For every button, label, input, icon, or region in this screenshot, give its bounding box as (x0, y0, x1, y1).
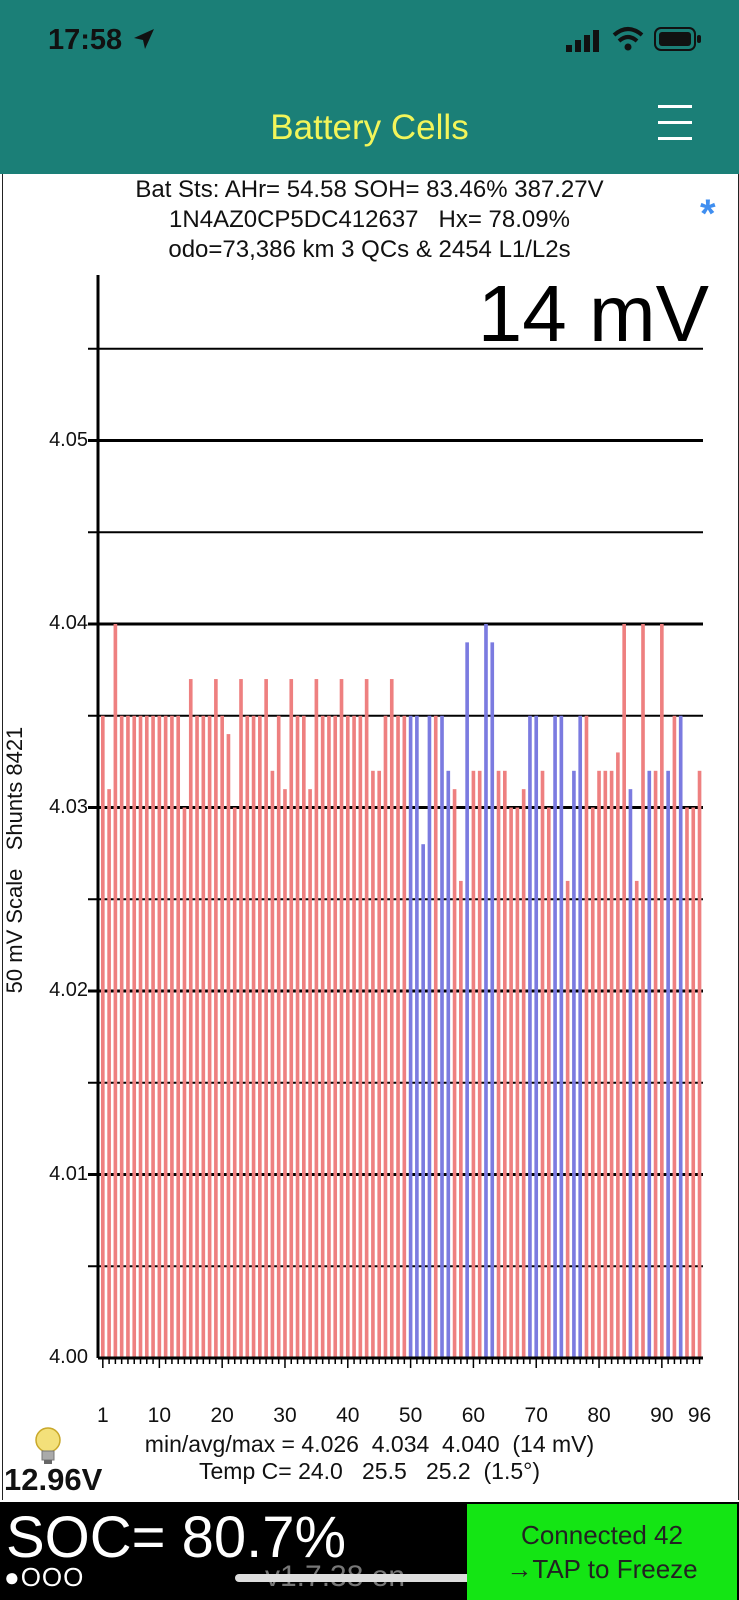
wifi-icon (612, 27, 644, 51)
x-tick-label: 80 (587, 1404, 611, 1427)
asterisk-icon[interactable]: * (700, 192, 716, 236)
x-tick-label: 20 (210, 1404, 234, 1427)
x-tick-label: 50 (398, 1404, 423, 1427)
y-tick-label: 4.04 (49, 612, 88, 634)
page-dots[interactable]: ●OOO (4, 1562, 85, 1592)
hamburger-menu-icon[interactable] (658, 103, 692, 143)
connect-freeze-button[interactable]: Connected 42 →TAP to Freeze (467, 1504, 737, 1600)
cell-panel (2, 174, 739, 1500)
status-bar: 17:58 (0, 0, 739, 88)
lightbulb-icon (35, 1427, 61, 1464)
tap-to-freeze-label: →TAP to Freeze (506, 1554, 698, 1584)
y-tick-label: 4.01 (49, 1162, 88, 1185)
y-tick-label: 4.03 (49, 795, 88, 818)
battery-status-line: Bat Sts: AHr= 54.58 SOH= 83.46% 387.27V (135, 176, 604, 203)
voltage-stats: min/avg/max = 4.026 4.034 4.040 (14 mV) (144, 1431, 595, 1457)
location-arrow-icon (134, 29, 154, 49)
connection-status: Connected 42 (521, 1520, 683, 1550)
x-tick-label: 70 (524, 1404, 548, 1427)
soc-readout: SOC= 80.7% (6, 1505, 347, 1570)
vin-line: 1N4AZ0CP5DC412637 Hx= 78.09% (169, 206, 570, 233)
y-tick-label: 4.02 (49, 979, 88, 1001)
x-tick-label: 60 (461, 1404, 486, 1427)
page-title: Battery Cells (270, 108, 469, 147)
aux-battery-voltage: 12.96V (4, 1462, 103, 1497)
y-tick-label: 4.05 (49, 428, 88, 451)
x-tick-label: 30 (273, 1404, 297, 1427)
cellular-signal-icon (566, 30, 599, 52)
x-tick-label: 90 (650, 1404, 674, 1427)
nav-bar: Battery Cells (0, 88, 739, 174)
temperature-stats: Temp C= 24.0 25.5 25.2 (1.5°) (199, 1458, 540, 1484)
battery-icon (654, 27, 701, 51)
home-indicator[interactable] (235, 1574, 505, 1582)
status-time: 17:58 (48, 24, 123, 56)
odometer-line: odo=73,386 km 3 QCs & 2454 L1/L2s (168, 236, 571, 263)
x-tick-label: 40 (336, 1404, 360, 1427)
x-tick-label: 1 (96, 1404, 109, 1427)
spread-mv-readout: 14 mV (477, 269, 709, 358)
y-tick-label: 4.00 (49, 1346, 88, 1368)
x-tick-label: 10 (147, 1404, 172, 1427)
chart-y-axis-title: 50 mV Scale Shunts 8421 (2, 726, 27, 994)
x-tick-label: 96 (687, 1404, 712, 1427)
